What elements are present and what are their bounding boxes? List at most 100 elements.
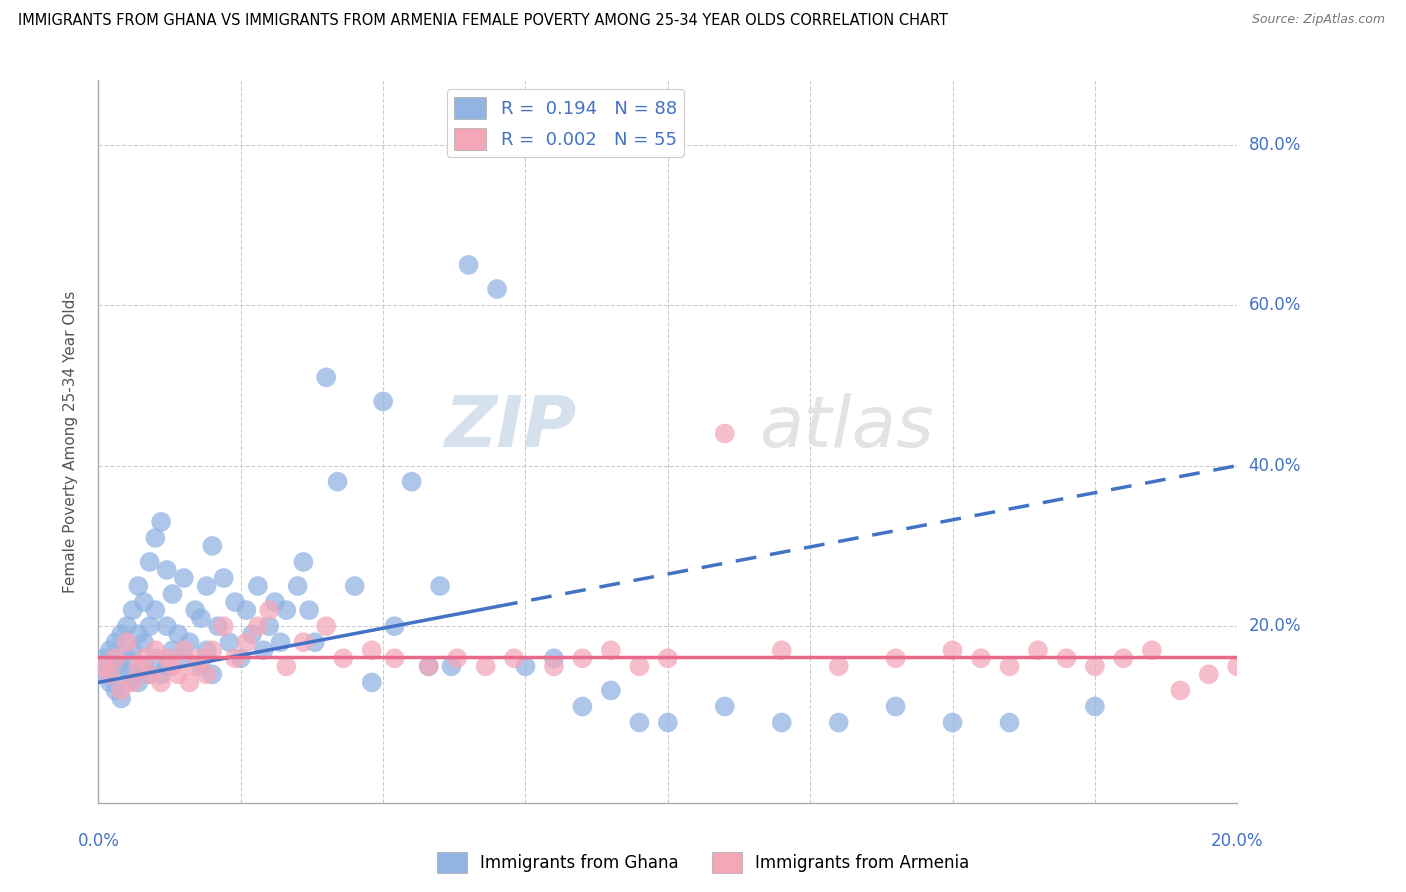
Point [115, 651, 138, 665]
Point [884, 651, 907, 665]
Text: 20.0%: 20.0% [1211, 831, 1264, 850]
Point [474, 659, 496, 673]
Point [246, 619, 269, 633]
Point [373, 394, 395, 409]
Point [121, 675, 143, 690]
Text: ZIP: ZIP [444, 392, 576, 461]
Point [543, 651, 565, 665]
Point [292, 635, 315, 649]
Point [315, 370, 337, 384]
Text: 80.0%: 80.0% [1249, 136, 1301, 153]
Point [1198, 667, 1220, 681]
Text: 0.0%: 0.0% [77, 831, 120, 850]
Point [401, 475, 423, 489]
Point [145, 643, 167, 657]
Point [173, 651, 195, 665]
Point [190, 611, 212, 625]
Point [1026, 643, 1049, 657]
Point [298, 603, 321, 617]
Point [184, 603, 207, 617]
Point [304, 635, 326, 649]
Text: Source: ZipAtlas.com: Source: ZipAtlas.com [1251, 13, 1385, 27]
Point [224, 651, 246, 665]
Point [195, 667, 218, 681]
Point [503, 651, 526, 665]
Point [132, 651, 155, 665]
Point [184, 659, 207, 673]
Point [145, 603, 167, 617]
Point [156, 563, 179, 577]
Text: atlas: atlas [759, 392, 934, 461]
Point [276, 603, 298, 617]
Point [515, 659, 537, 673]
Point [190, 651, 212, 665]
Point [167, 667, 190, 681]
Text: 60.0%: 60.0% [1249, 296, 1301, 314]
Point [628, 715, 651, 730]
Point [240, 627, 263, 641]
Point [259, 619, 281, 633]
Point [270, 635, 292, 649]
Point [276, 659, 298, 673]
Point [1112, 651, 1135, 665]
Point [600, 683, 623, 698]
Legend: R =  0.194   N = 88, R =  0.002   N = 55: R = 0.194 N = 88, R = 0.002 N = 55 [447, 89, 685, 157]
Point [446, 651, 468, 665]
Point [360, 643, 382, 657]
Point [156, 659, 179, 673]
Point [195, 579, 218, 593]
Point [486, 282, 509, 296]
Point [98, 675, 121, 690]
Point [292, 555, 315, 569]
Text: IMMIGRANTS FROM GHANA VS IMMIGRANTS FROM ARMENIA FEMALE POVERTY AMONG 25-34 YEAR: IMMIGRANTS FROM GHANA VS IMMIGRANTS FROM… [18, 13, 948, 29]
Point [418, 659, 440, 673]
Point [115, 635, 138, 649]
Point [1170, 683, 1192, 698]
Point [942, 715, 965, 730]
Point [162, 643, 184, 657]
Point [138, 555, 160, 569]
Point [429, 579, 451, 593]
Point [224, 595, 246, 609]
Point [132, 595, 155, 609]
Point [104, 635, 127, 649]
Point [657, 715, 679, 730]
Point [1226, 659, 1249, 673]
Point [543, 659, 565, 673]
Point [343, 579, 366, 593]
Point [110, 659, 132, 673]
Point [138, 667, 160, 681]
Point [287, 579, 309, 593]
Point [714, 426, 737, 441]
Point [1084, 699, 1107, 714]
Point [156, 619, 179, 633]
Text: 20.0%: 20.0% [1249, 617, 1301, 635]
Point [104, 659, 127, 673]
Point [657, 651, 679, 665]
Point [600, 643, 623, 657]
Point [127, 579, 149, 593]
Point [115, 675, 138, 690]
Point [150, 515, 173, 529]
Point [145, 531, 167, 545]
Point [418, 659, 440, 673]
Point [884, 699, 907, 714]
Point [1140, 643, 1163, 657]
Point [104, 651, 127, 665]
Legend: Immigrants from Ghana, Immigrants from Armenia: Immigrants from Ghana, Immigrants from A… [430, 846, 976, 880]
Point [770, 643, 793, 657]
Point [121, 643, 143, 657]
Point [998, 715, 1021, 730]
Point [121, 667, 143, 681]
Point [212, 619, 235, 633]
Point [235, 603, 257, 617]
Point [457, 258, 479, 272]
Point [828, 659, 851, 673]
Point [201, 643, 224, 657]
Point [190, 659, 212, 673]
Point [218, 635, 240, 649]
Point [770, 715, 793, 730]
Point [628, 659, 651, 673]
Point [167, 627, 190, 641]
Point [162, 587, 184, 601]
